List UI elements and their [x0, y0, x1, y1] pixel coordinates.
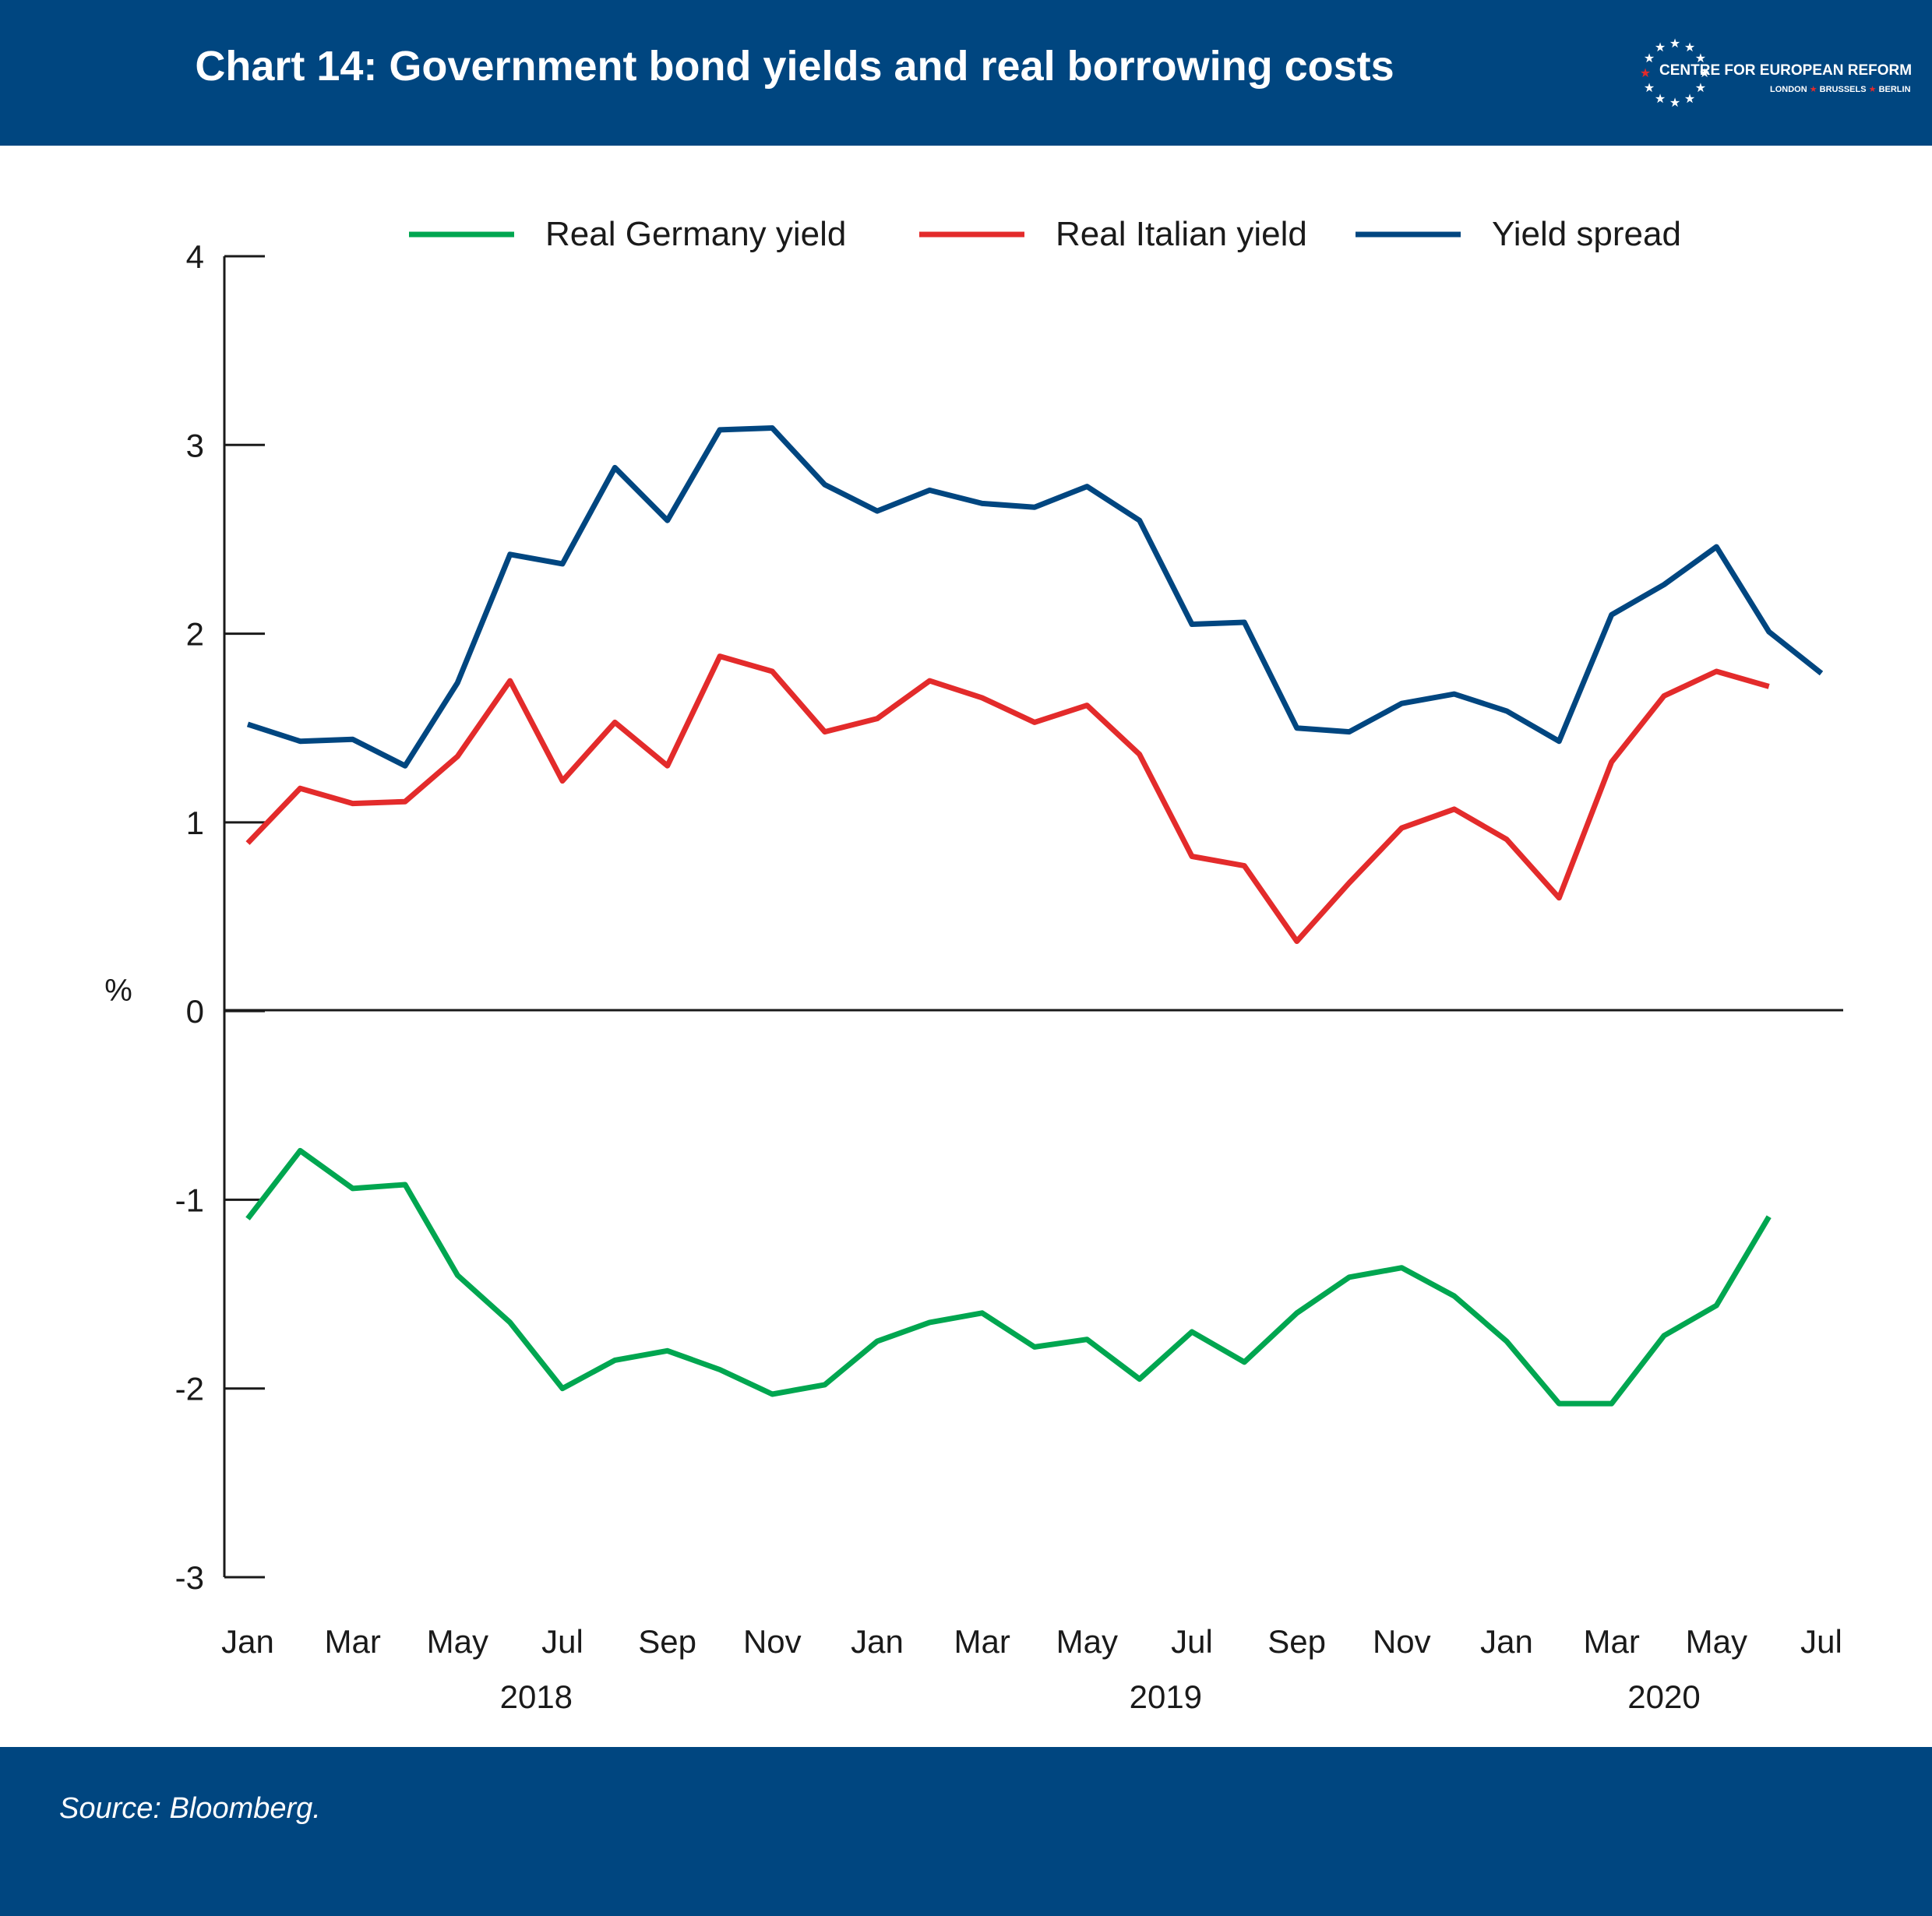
source-note: Source: Bloomberg.: [59, 1792, 321, 1825]
x-tick-label: Jan: [1480, 1623, 1533, 1660]
logo-star-icon: ★: [1695, 52, 1706, 65]
x-tick-label: Sep: [638, 1623, 696, 1660]
chart-series: [245, 425, 1824, 1407]
chart-axes: [223, 256, 1843, 1577]
x-tick-label: May: [1056, 1623, 1118, 1660]
year-label: 2019: [1130, 1678, 1202, 1715]
logo-city-london: LONDON: [1770, 85, 1807, 94]
logo-city-berlin: BERLIN: [1878, 85, 1911, 94]
y-tick-label: 0: [186, 993, 204, 1030]
x-tick-label: Jul: [1171, 1623, 1213, 1660]
year-label: 2020: [1627, 1678, 1700, 1715]
x-tick-label: Jul: [1800, 1623, 1842, 1660]
y-tick-label: 2: [186, 616, 204, 653]
x-tick-label: Nov: [1373, 1623, 1431, 1660]
eu-stars-icon: ★★★★★★★★★ ★ ★★: [1640, 37, 1710, 110]
logo-star-icon: ★: [1669, 37, 1680, 51]
logo-star-icon: ★: [1644, 52, 1655, 65]
y-tick-label: 4: [186, 238, 204, 275]
chart-legend: Real Germany yield Real Italian yield Yiel…: [409, 215, 1681, 253]
logo-star-icon: ★: [1655, 93, 1666, 106]
legend-label: Real Germany yield: [545, 215, 846, 253]
y-ticks: 4 3 2 1 0 -1 -2 -3: [175, 238, 265, 1596]
x-tick-label: Mar: [954, 1623, 1010, 1660]
logo-star-icon: ★: [1669, 97, 1680, 110]
x-tick-label: Mar: [1583, 1623, 1639, 1660]
cer-logo: ★ ★ ★ ★ ★ ★ ★ ★ ★ ★ ★ ★ CENTRE FOR EUROPEAN REFORM …: [1636, 30, 1916, 115]
x-tick-label: Jul: [541, 1623, 583, 1660]
legend-label: Real Italian yield: [1056, 215, 1307, 253]
logo-star-icon: ★: [1695, 82, 1706, 95]
logo-separator-star-icon: ★: [1809, 85, 1817, 94]
logo-star-icon: ★: [1640, 67, 1651, 80]
logo-separator-star-icon: ★: [1868, 85, 1877, 94]
series-line-real-italian-yield: [245, 653, 1770, 944]
x-tick-label: Nov: [743, 1623, 802, 1660]
x-tick-label: May: [1686, 1623, 1747, 1660]
chart-header: Chart 14: Government bond yields and rea…: [0, 0, 1932, 146]
legend-label: Yield spread: [1492, 215, 1681, 253]
logo-star-icon: ★: [1644, 82, 1655, 95]
logo-star-icon: ★: [1684, 41, 1695, 55]
series-line-real-germany-yield: [245, 1147, 1772, 1407]
logo-cities: LONDON ★ BRUSSELS ★ BERLIN: [1770, 84, 1911, 94]
y-tick-label: 1: [186, 805, 204, 841]
x-tick-label: Sep: [1267, 1623, 1326, 1660]
x-tick-label: Mar: [324, 1623, 380, 1660]
x-tick-label: May: [427, 1623, 488, 1660]
y-tick-label: -2: [175, 1371, 204, 1407]
logo-city-brussels: BRUSSELS: [1819, 85, 1867, 94]
x-ticks: Jan Mar May Jul Sep Nov Jan Mar May Jul Sep Nov Jan M…: [221, 1623, 1842, 1715]
series-line-yield-spread: [246, 425, 1824, 769]
y-tick-label: 3: [186, 427, 204, 463]
logo-star-icon: ★: [1655, 41, 1666, 55]
chart-footer: Source: Bloomberg.: [0, 1747, 1932, 1916]
y-axis-label: %: [104, 974, 132, 1008]
line-chart: Real Germany yield Real Italian yield Yiel…: [104, 215, 1843, 1715]
chart-title: Chart 14: Government bond yields and rea…: [195, 43, 1394, 90]
y-tick-label: -3: [175, 1559, 204, 1596]
logo-star-icon: ★: [1684, 93, 1695, 106]
x-tick-label: Jan: [221, 1623, 274, 1660]
logo-star-icon: ★: [1699, 67, 1710, 80]
x-tick-label: Jan: [851, 1623, 904, 1660]
y-tick-label: -1: [175, 1182, 204, 1218]
year-label: 2018: [500, 1678, 573, 1715]
logo-name: CENTRE FOR EUROPEAN REFORM: [1659, 62, 1913, 79]
